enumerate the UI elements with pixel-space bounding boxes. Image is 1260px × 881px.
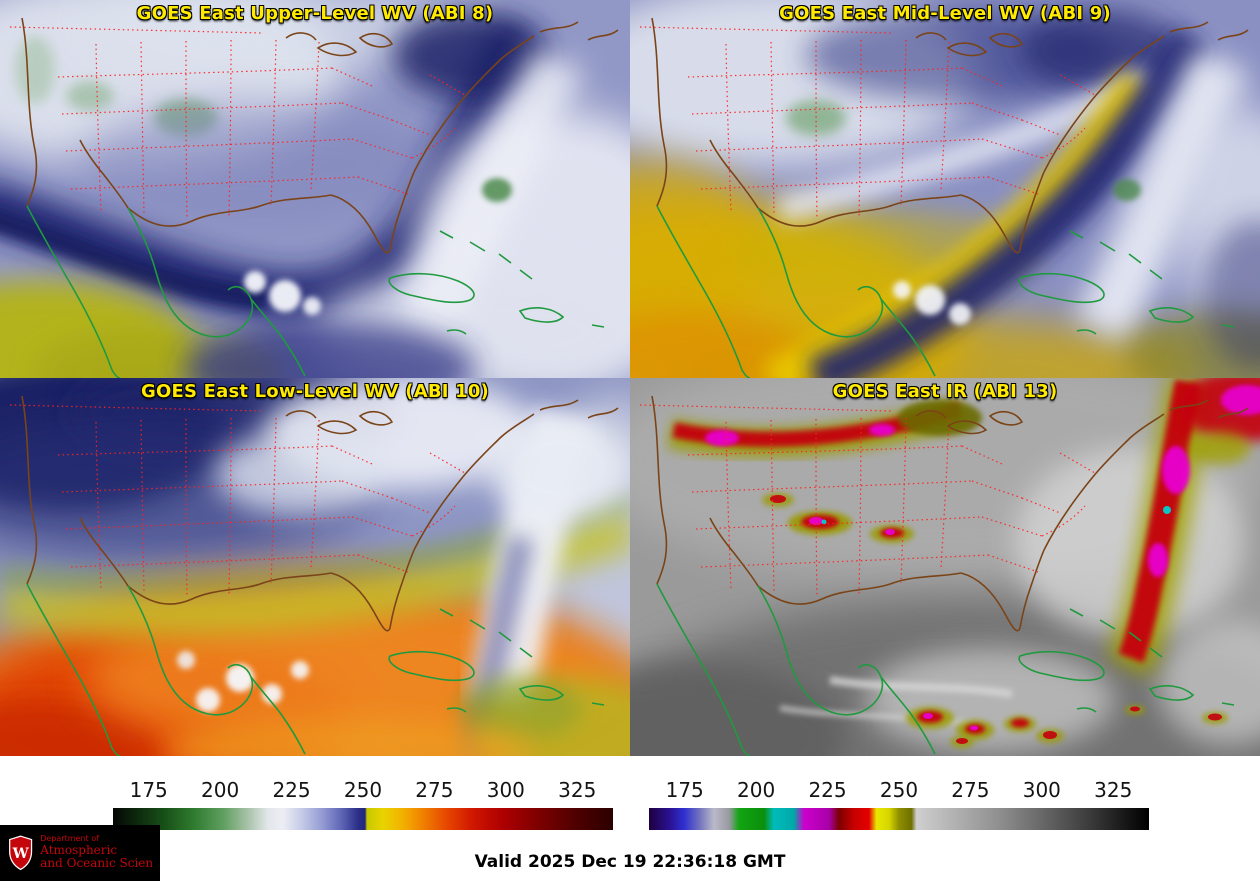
mid-level-wv-imagery xyxy=(630,0,1260,378)
colorbar-left-ticks: 175 200 225 250 275 300 325 xyxy=(113,778,613,802)
panel-upper-level-wv: GOES East Upper-Level WV (ABI 8) xyxy=(0,0,630,378)
tick-label: 225 xyxy=(272,778,311,802)
panel-ir: GOES East IR (ABI 13) xyxy=(630,378,1260,756)
colorbar-left-bar xyxy=(113,808,613,830)
logo-line-atmos: Atmospheric xyxy=(40,843,118,858)
uw-crest-icon: W xyxy=(9,835,33,871)
tick-label: 250 xyxy=(343,778,383,802)
tick-label: 275 xyxy=(951,778,990,802)
panel-title-abi8: GOES East Upper-Level WV (ABI 8) xyxy=(136,3,494,24)
logo-text: Department of Atmospheric and Oceanic Sc… xyxy=(40,835,152,871)
four-panel-grid: GOES East Upper-Level WV (ABI 8) xyxy=(0,0,1260,756)
tick-label: 175 xyxy=(129,778,168,802)
ir-imagery xyxy=(630,378,1260,756)
colorbar-left: 175 200 225 250 275 300 325 xyxy=(113,778,613,830)
panel-title-abi10: GOES East Low-Level WV (ABI 10) xyxy=(141,381,489,402)
tick-label: 250 xyxy=(879,778,919,802)
logo-line-dept: Department of xyxy=(40,835,99,844)
panel-low-level-wv: GOES East Low-Level WV (ABI 10) xyxy=(0,378,630,756)
tick-label: 300 xyxy=(1022,778,1061,802)
tick-label: 325 xyxy=(1094,778,1133,802)
low-level-wv-imagery xyxy=(0,378,630,756)
crest-letter: W xyxy=(12,846,30,862)
logo-line-oceanic: and Oceanic Sciences xyxy=(40,856,152,871)
panel-mid-level-wv: GOES East Mid-Level WV (ABI 9) xyxy=(630,0,1260,378)
panel-title-abi13: GOES East IR (ABI 13) xyxy=(832,381,1058,402)
tick-label: 275 xyxy=(415,778,454,802)
valid-time: Valid 2025 Dec 19 22:36:18 GMT xyxy=(474,852,786,872)
footer: 175 200 225 250 275 300 325 175 200 225 … xyxy=(0,756,1260,881)
uw-aos-logo: W Department of Atmospheric and Oceanic … xyxy=(0,825,160,881)
tick-label: 300 xyxy=(486,778,525,802)
tick-label: 225 xyxy=(808,778,847,802)
upper-level-wv-imagery xyxy=(0,0,630,378)
tick-label: 200 xyxy=(737,778,776,802)
tick-label: 325 xyxy=(558,778,597,802)
tick-label: 175 xyxy=(665,778,704,802)
colorbar-right: 175 200 225 250 275 300 325 xyxy=(649,778,1149,830)
panel-title-abi9: GOES East Mid-Level WV (ABI 9) xyxy=(779,3,1111,24)
tick-label: 200 xyxy=(201,778,240,802)
colorbar-right-ticks: 175 200 225 250 275 300 325 xyxy=(649,778,1149,802)
colorbar-right-bar xyxy=(649,808,1149,830)
